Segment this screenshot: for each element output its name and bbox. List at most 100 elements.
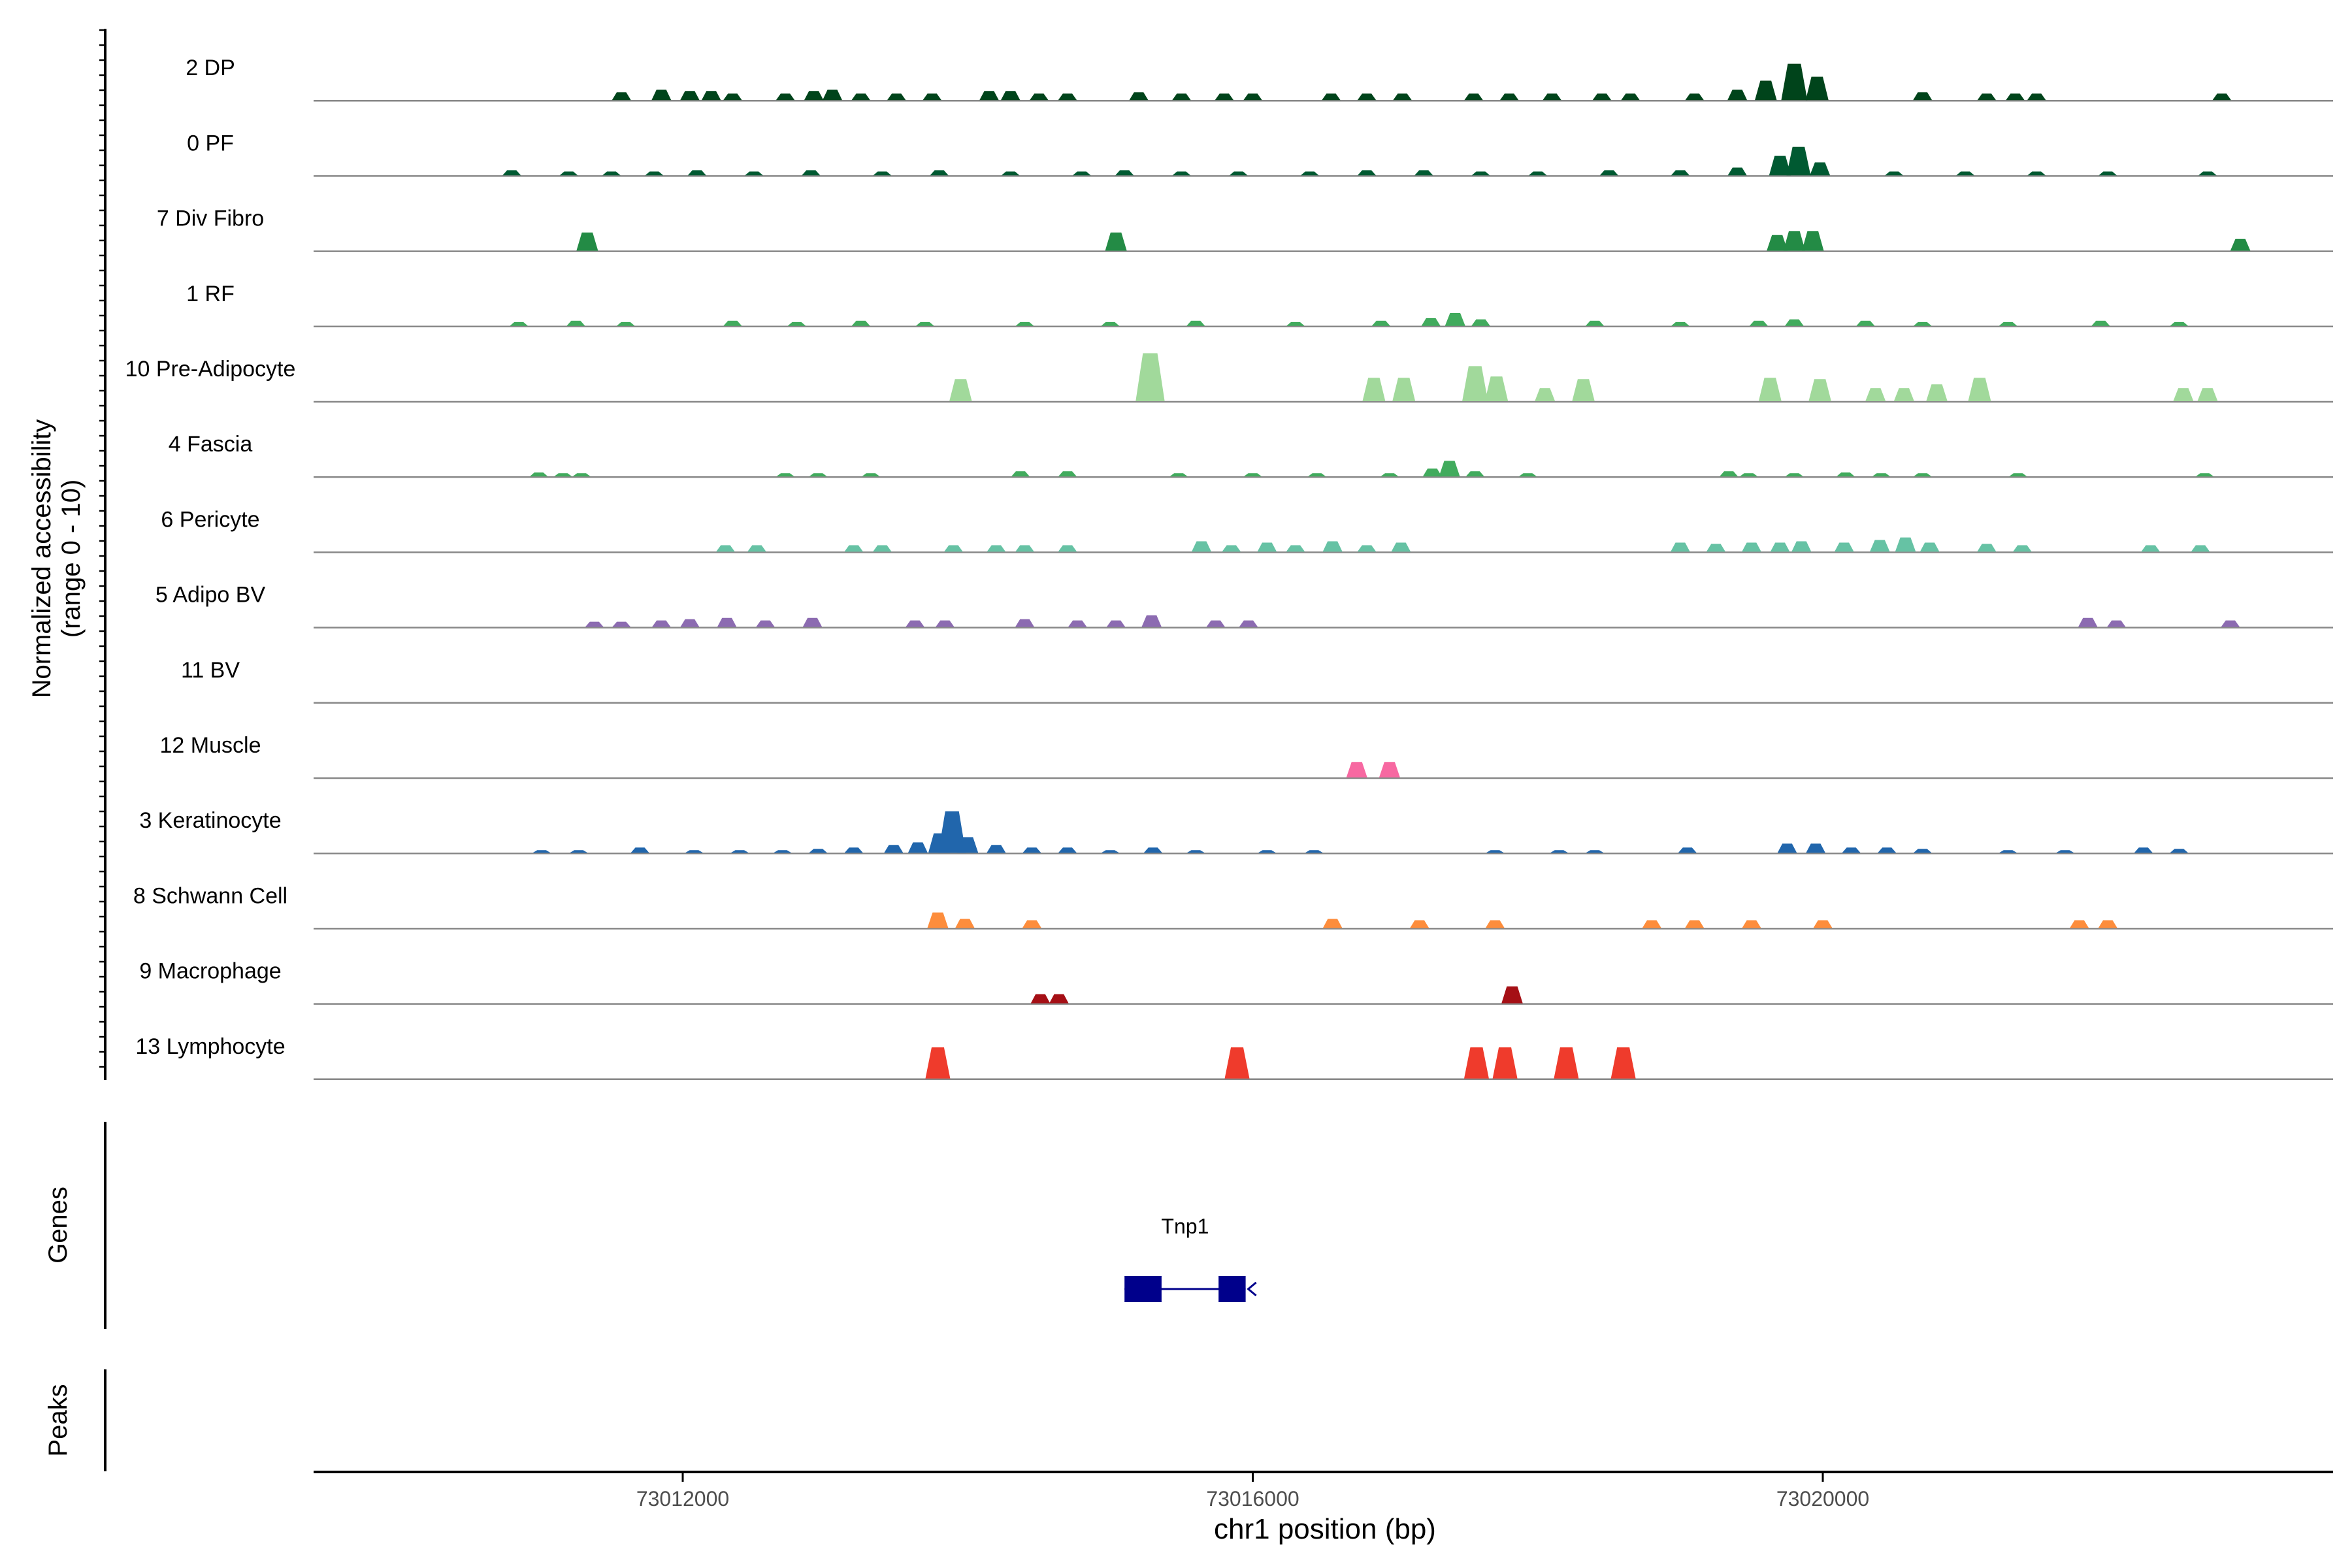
track-label: 9 Macrophage: [139, 959, 281, 984]
peak-7: [802, 170, 821, 176]
peak-27: [1806, 843, 1825, 853]
gene-tnp1: Tnp1: [1124, 1215, 1257, 1302]
peak-32: [1805, 76, 1829, 101]
peak-9: [1169, 473, 1188, 477]
peak-9: [1742, 920, 1761, 928]
peak-6: [1610, 1047, 1636, 1079]
track-5: 10 Pre-Adipocyte: [125, 353, 2333, 403]
peak-11: [923, 93, 941, 101]
peak-5: [687, 170, 706, 176]
peak-18: [1749, 320, 1768, 326]
peak-2: [612, 621, 631, 627]
track-label: 0 PF: [187, 131, 234, 155]
peak-16: [1518, 473, 1537, 477]
peak-23: [2009, 473, 2027, 477]
peak-12: [979, 91, 999, 101]
peak-7: [1011, 471, 1030, 477]
peak-10: [1243, 473, 1262, 477]
peak-11: [1286, 321, 1305, 326]
peak-2: [1049, 994, 1069, 1004]
peak-34: [2170, 849, 2189, 853]
peak-22: [1914, 473, 1932, 477]
track-9: 11 BV: [181, 658, 2333, 704]
peak-5: [717, 617, 737, 627]
peak-2: [1135, 353, 1165, 401]
peak-11: [1068, 620, 1087, 627]
peak-24: [2170, 321, 2189, 326]
peak-34: [1977, 93, 1997, 101]
peak-3: [572, 473, 591, 477]
peak-12: [1380, 473, 1399, 477]
genes-panel: Genes Tnp1: [44, 1122, 1257, 1329]
peak-9: [1191, 541, 1211, 552]
peak-8: [1015, 321, 1034, 326]
peak-5: [1554, 1047, 1579, 1079]
peak-11: [1308, 473, 1326, 477]
peak-1: [612, 92, 631, 101]
peaks-panel-label: Peaks: [44, 1384, 73, 1456]
peak-21: [1913, 321, 1932, 326]
peak-31: [1781, 63, 1808, 101]
track-12: 8 Schwann Cell: [133, 883, 2333, 930]
peak-7: [1642, 920, 1661, 928]
peak-20: [1258, 850, 1276, 853]
peak-13: [1141, 615, 1162, 627]
peak-27: [2141, 545, 2160, 552]
peak-10: [1001, 171, 1020, 176]
strand-arrow-icon: [1247, 1281, 1257, 1297]
peak-33: [1913, 92, 1933, 101]
peak-3: [1501, 986, 1523, 1004]
peak-35: [2006, 93, 2025, 101]
peak-4: [873, 545, 892, 552]
peak-16: [2197, 388, 2218, 401]
peak-6: [987, 545, 1006, 552]
track-3: 7 Div Fibro: [157, 206, 2333, 252]
peak-8: [1685, 920, 1705, 928]
peak-37: [2212, 93, 2231, 101]
peak-17: [1671, 321, 1690, 326]
track-label: 5 Adipo BV: [155, 583, 266, 608]
peak-16: [1671, 542, 1690, 552]
peak-22: [1727, 167, 1747, 176]
peak-2: [747, 545, 766, 552]
track-label: 8 Schwann Cell: [133, 883, 287, 908]
peak-24: [1919, 542, 1940, 552]
peak-7: [804, 91, 824, 101]
gene-name: Tnp1: [1161, 1215, 1209, 1238]
peak-10: [1222, 545, 1241, 552]
peak-13: [1172, 171, 1191, 176]
peak-12: [2098, 920, 2117, 928]
peak-16: [1358, 170, 1376, 176]
peak-6: [756, 620, 775, 627]
peak-14: [1030, 93, 1049, 101]
peak-3: [1022, 920, 1041, 928]
track-label: 6 Pericyte: [161, 507, 259, 532]
peak-11: [1073, 171, 1091, 176]
peak-3: [844, 545, 863, 552]
peak-24: [1586, 850, 1604, 853]
peak-22: [1999, 321, 2017, 326]
x-tick-label: 73020000: [1776, 1487, 1869, 1511]
peak-8: [1058, 545, 1077, 552]
peak-14: [1439, 461, 1460, 477]
peak-7: [916, 321, 934, 326]
peak-4: [685, 850, 703, 853]
peak-17: [1720, 471, 1739, 477]
peak-18: [2221, 620, 2240, 627]
peak-5: [1802, 231, 1824, 251]
peak-23: [1464, 93, 1483, 101]
peak-9: [884, 845, 904, 853]
peak-27: [1956, 171, 1974, 176]
peak-13: [1421, 318, 1441, 326]
peak-23: [1769, 155, 1791, 176]
peak-5: [1462, 366, 1488, 401]
peak-29: [2099, 171, 2117, 176]
peak-22: [1486, 850, 1504, 853]
peak-10: [907, 842, 928, 853]
peak-3: [1783, 231, 1806, 251]
peak-1: [585, 621, 604, 627]
peak-14: [987, 845, 1006, 853]
peak-20: [1599, 170, 1618, 176]
peak-12: [1115, 170, 1134, 176]
peak-5: [1410, 920, 1429, 928]
